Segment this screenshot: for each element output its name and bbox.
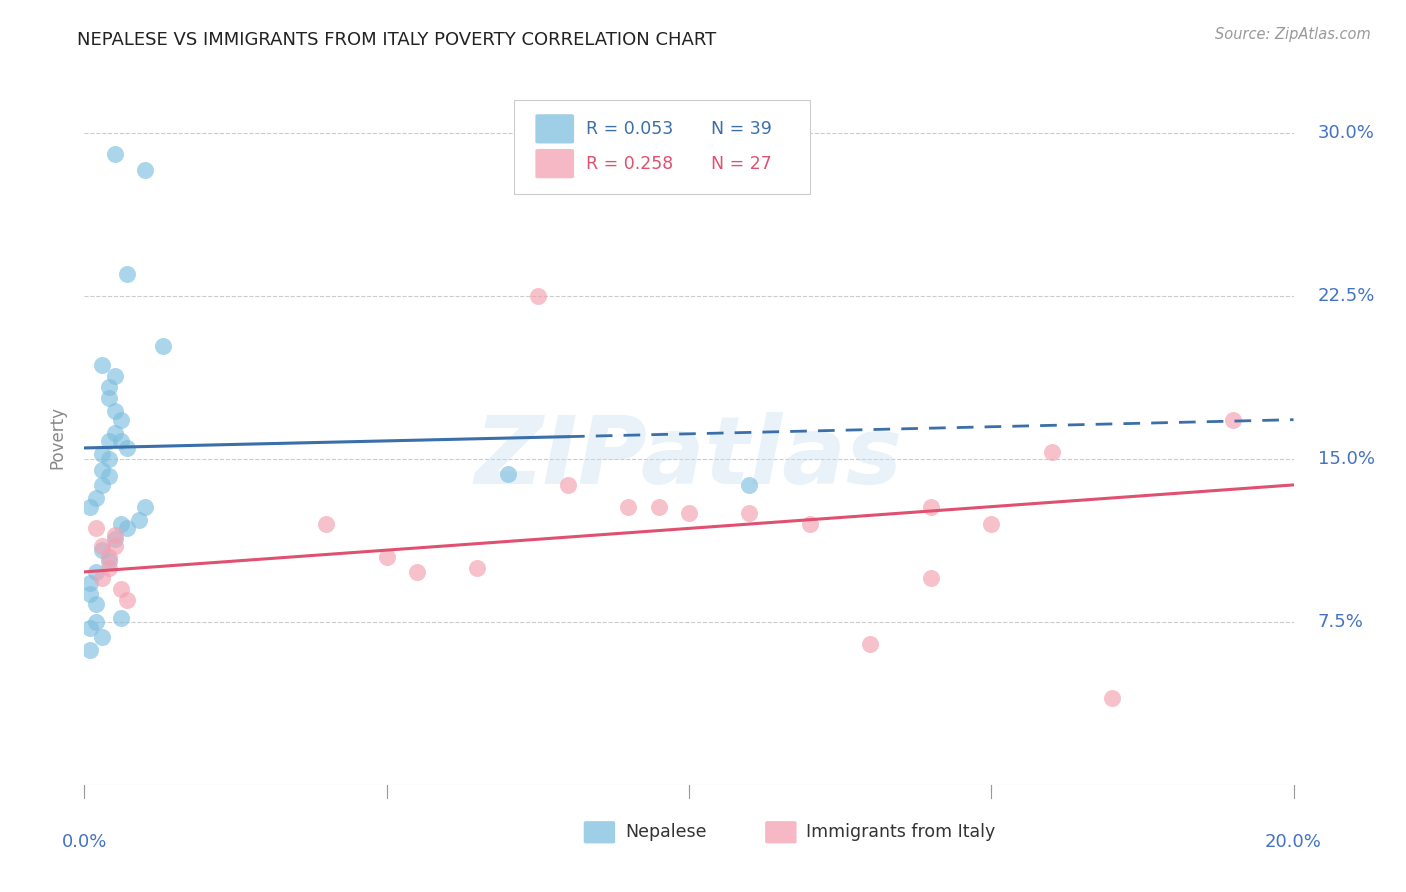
Text: Nepalese: Nepalese	[624, 823, 706, 841]
Point	[104, 425, 127, 440]
Point	[86, 615, 108, 629]
Point	[110, 582, 132, 597]
Point	[91, 447, 114, 462]
Point	[91, 539, 114, 553]
Point	[115, 593, 138, 607]
Point	[467, 560, 489, 574]
Point	[110, 610, 132, 624]
Text: Immigrants from Italy: Immigrants from Italy	[806, 823, 995, 841]
Point	[91, 359, 114, 373]
Point	[79, 621, 101, 635]
Point	[315, 516, 337, 531]
Point	[648, 500, 671, 514]
FancyBboxPatch shape	[536, 149, 574, 178]
Point	[115, 441, 138, 455]
Point	[86, 565, 108, 579]
Point	[1040, 445, 1063, 459]
Point	[134, 500, 156, 514]
Point	[97, 549, 120, 564]
Point	[104, 533, 127, 547]
Point	[79, 575, 101, 590]
Point	[97, 560, 120, 574]
Text: 22.5%: 22.5%	[1317, 286, 1375, 305]
Point	[128, 513, 150, 527]
Point	[406, 565, 429, 579]
Point	[920, 500, 942, 514]
Text: 0.0%: 0.0%	[62, 833, 107, 851]
Point	[115, 521, 138, 535]
Point	[799, 516, 821, 531]
Point	[152, 339, 174, 353]
FancyBboxPatch shape	[513, 100, 810, 194]
Point	[104, 147, 127, 161]
FancyBboxPatch shape	[536, 114, 574, 144]
Point	[104, 369, 127, 384]
Point	[91, 630, 114, 644]
Point	[527, 289, 550, 303]
Point	[104, 539, 127, 553]
Text: 7.5%: 7.5%	[1317, 613, 1364, 631]
Point	[97, 469, 120, 483]
Point	[738, 478, 761, 492]
Text: NEPALESE VS IMMIGRANTS FROM ITALY POVERTY CORRELATION CHART: NEPALESE VS IMMIGRANTS FROM ITALY POVERT…	[77, 31, 717, 49]
Point	[980, 516, 1002, 531]
Text: Source: ZipAtlas.com: Source: ZipAtlas.com	[1215, 27, 1371, 42]
Point	[557, 478, 579, 492]
Point	[97, 434, 120, 449]
Point	[97, 380, 120, 394]
Point	[104, 404, 127, 418]
Text: R = 0.053: R = 0.053	[586, 120, 673, 138]
Text: N = 39: N = 39	[710, 120, 772, 138]
Text: 20.0%: 20.0%	[1265, 833, 1322, 851]
Point	[1101, 690, 1123, 705]
Point	[115, 267, 138, 281]
Point	[920, 571, 942, 585]
Point	[91, 478, 114, 492]
Text: N = 27: N = 27	[710, 154, 772, 173]
Point	[86, 491, 108, 505]
Point	[91, 463, 114, 477]
Text: Poverty: Poverty	[49, 406, 66, 468]
FancyBboxPatch shape	[583, 822, 616, 844]
Point	[79, 500, 101, 514]
Point	[86, 521, 108, 535]
Point	[79, 587, 101, 601]
Point	[859, 637, 882, 651]
Point	[110, 412, 132, 426]
Point	[110, 434, 132, 449]
Point	[104, 528, 127, 542]
Point	[375, 549, 398, 564]
Point	[86, 598, 108, 612]
Point	[738, 506, 761, 520]
Text: ZIPatlas: ZIPatlas	[475, 412, 903, 504]
Point	[617, 500, 640, 514]
Point	[97, 554, 120, 568]
Text: 15.0%: 15.0%	[1317, 450, 1375, 467]
Point	[496, 467, 519, 481]
Point	[97, 451, 120, 466]
FancyBboxPatch shape	[765, 822, 797, 844]
Point	[79, 643, 101, 657]
Point	[134, 162, 156, 177]
Point	[91, 571, 114, 585]
Point	[678, 506, 700, 520]
Point	[97, 391, 120, 405]
Point	[91, 543, 114, 558]
Text: R = 0.258: R = 0.258	[586, 154, 673, 173]
Point	[110, 516, 132, 531]
Text: 30.0%: 30.0%	[1317, 124, 1375, 142]
Point	[1222, 412, 1244, 426]
